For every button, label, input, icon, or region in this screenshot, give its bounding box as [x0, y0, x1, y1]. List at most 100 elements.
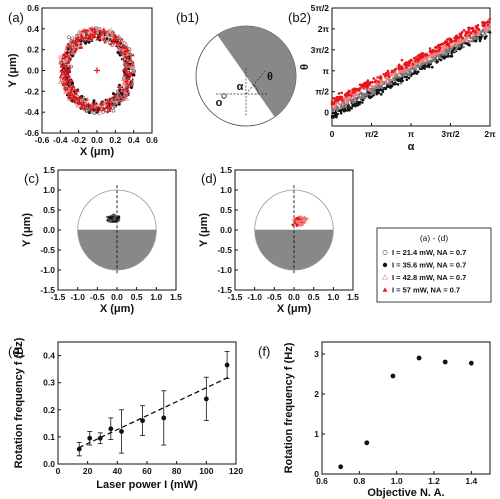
panel-a-point: [63, 51, 68, 55]
panel-b2-point: [337, 92, 341, 95]
panel-b2-point: [372, 92, 375, 95]
panel-b2-point: [458, 44, 462, 48]
panel-a-point: [108, 42, 113, 46]
panel-b2-point: [453, 39, 457, 43]
panel-a-point: [114, 34, 118, 38]
x-tick-label: π: [408, 129, 415, 139]
panel-b2-ylabel: θ: [299, 64, 311, 70]
panel-b2-point: [458, 38, 461, 41]
x-tick-label: -1.5: [51, 292, 66, 302]
panel-a-point: [131, 69, 137, 74]
b1-radius: [245, 69, 267, 95]
panel-f-frame: [321, 341, 491, 475]
panel-a-point: [124, 70, 128, 74]
panel-a-point: [64, 88, 69, 93]
panel-a-point: [76, 89, 80, 93]
y-tick-label: -0.5: [217, 245, 232, 255]
panel-b2-point: [429, 53, 432, 57]
panel-a-point: [130, 85, 134, 89]
x-tick-label: 60: [142, 466, 152, 476]
x-tick-label: 0.0: [288, 292, 300, 302]
y-tick-label: 5π/2: [311, 3, 330, 13]
y-tick-label: 0.5: [220, 205, 232, 215]
panel-b2-point: [331, 109, 334, 112]
panel-b2-point: [369, 90, 373, 94]
cluster-point: [107, 216, 111, 220]
panel-b2-point: [408, 72, 411, 75]
panel-a-point: [66, 77, 72, 82]
panel-b2-point: [487, 27, 490, 30]
panel-a-point: [123, 80, 128, 85]
data-point: [203, 396, 209, 402]
panel-b2-point: [392, 76, 396, 80]
panel-a-point: [102, 37, 106, 41]
panel-a-point: [126, 88, 130, 92]
panel-b2-point: [358, 83, 362, 86]
panel-b2-point: [409, 67, 413, 71]
panel-b2-point: [374, 79, 378, 82]
panel-a-point: [114, 99, 119, 104]
panel-b2-point: [486, 20, 490, 23]
panel-a-point: [120, 84, 125, 89]
panel-b2-point: [483, 31, 486, 34]
panel-a-point: [79, 46, 83, 50]
panel-b2-point: [408, 60, 411, 63]
panel-b2-point: [469, 27, 472, 30]
legend-marker: [382, 287, 388, 292]
x-tick-label: 0: [330, 129, 335, 139]
panel-a-point: [59, 73, 64, 77]
panel-a-point: [70, 86, 74, 90]
panel-a-point: [89, 108, 93, 112]
panel-b2-point: [467, 28, 471, 32]
panel-a-point: [63, 73, 67, 77]
panel-b2-point: [486, 23, 490, 27]
panel-b2-point: [451, 44, 455, 47]
panel-b2-point: [352, 96, 356, 99]
panel-a-point: [110, 96, 114, 100]
panel-b2-point: [348, 108, 351, 112]
panel-a-point: [70, 78, 74, 82]
panel-b2-point: [405, 63, 409, 66]
panel-a-point: [63, 47, 69, 52]
panel-b2-point: [397, 64, 401, 68]
legend-entry-label: I = 42.8 mW, NA = 0.7: [392, 273, 466, 282]
panel-b2-point: [398, 75, 401, 79]
panel-b2-point: [357, 93, 361, 96]
panel-b2-point: [441, 45, 445, 49]
panel-b2-point: [358, 87, 361, 90]
panel-b2-point: [471, 39, 474, 43]
panel-a-point: [63, 71, 67, 75]
panel-a-point: [88, 29, 93, 34]
panel-b2-point: [361, 98, 365, 102]
panel-a-xlabel: X (μm): [80, 146, 115, 158]
panel-a-point: [108, 105, 112, 109]
panel-a-point: [80, 29, 84, 33]
cluster-point: [109, 216, 113, 220]
panel-a-point: [81, 38, 86, 42]
panel-b2-point: [464, 33, 467, 37]
panel-b2-point: [414, 65, 417, 69]
panel-b2-point: [375, 86, 378, 90]
x-tick-label: -0.5: [267, 292, 282, 302]
panel-a-point: [109, 101, 113, 105]
panel-a-point: [65, 62, 71, 67]
y-tick-label: -1.5: [40, 285, 55, 295]
panel-b2-point: [438, 46, 442, 49]
panel-a-point: [93, 103, 99, 108]
panel-b2-point: [462, 45, 465, 49]
panel-b2-point: [386, 85, 389, 89]
panel-a-point: [70, 40, 74, 44]
legend-box: [376, 227, 492, 303]
panel-a-point: [127, 75, 131, 79]
panel-b2-point: [341, 99, 344, 102]
panel-a-point: [67, 35, 71, 40]
panel-b2-point: [419, 53, 423, 57]
y-tick-label: -0.5: [40, 245, 55, 255]
panel-b2-point: [434, 52, 437, 55]
panel-e-ylabel: Rotation frequency f (Hz): [13, 337, 25, 468]
panel-a-point: [95, 108, 99, 112]
panel-a-point: [92, 99, 96, 103]
legend-marker: [382, 250, 388, 256]
panel-b2-point: [351, 98, 355, 101]
